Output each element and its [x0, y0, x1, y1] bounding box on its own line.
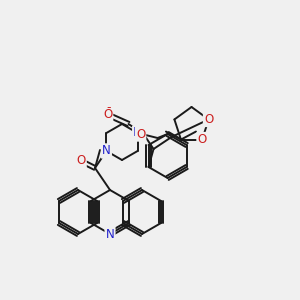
Text: O: O [103, 107, 112, 121]
Text: O: O [76, 154, 85, 167]
Text: -: - [106, 101, 111, 115]
Text: O: O [197, 133, 207, 146]
Text: N: N [102, 145, 111, 158]
Text: N: N [106, 227, 114, 241]
Text: O: O [136, 128, 145, 140]
Text: N: N [133, 127, 142, 140]
Text: O: O [204, 113, 213, 126]
